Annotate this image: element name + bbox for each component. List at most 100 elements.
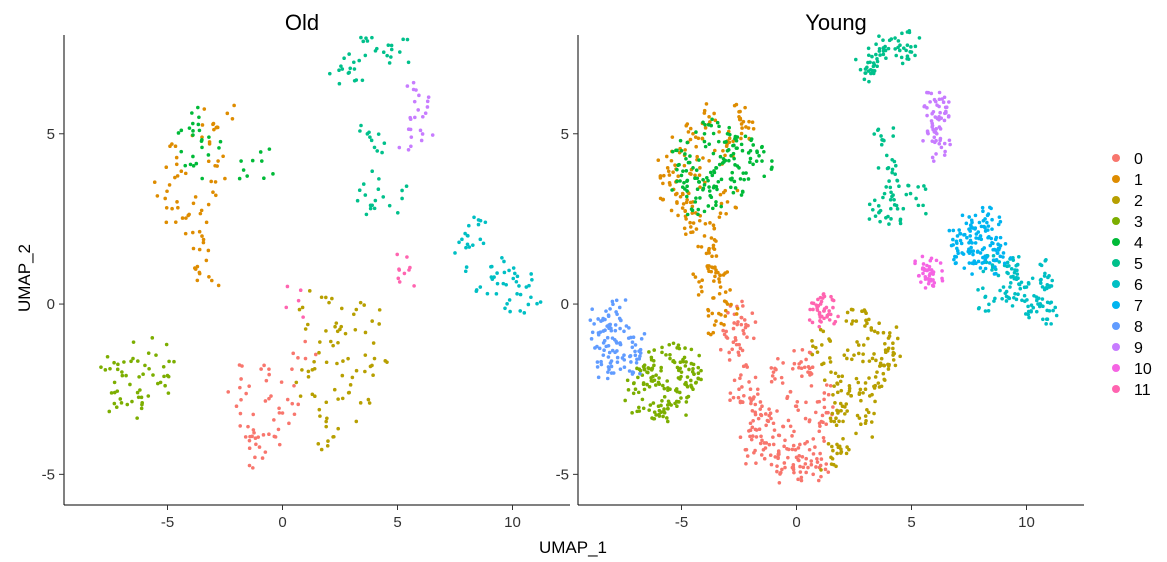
cluster-2-point [310,392,315,397]
cluster-0-point [769,366,774,370]
cluster-2-point [856,380,861,385]
cluster-3-point [697,353,701,358]
cluster-7-point [983,229,988,233]
cluster-2-point [872,384,876,389]
cluster-4-point [191,133,195,137]
y-axis-label: UMAP_2 [15,244,34,312]
cluster-3-point [146,351,151,355]
cluster-4-point [696,207,701,212]
cluster-1-point [713,118,718,123]
cluster-7-point [996,222,1001,227]
cluster-6-point [495,281,500,286]
cluster-4-point [191,154,195,159]
cluster-1-point [699,285,703,289]
cluster-0-point [246,424,250,429]
cluster-3-point [99,365,103,369]
cluster-0-point [782,444,786,449]
y-tick-label: 5 [47,126,55,143]
cluster-1-point [656,158,661,162]
cluster-6-point [518,309,523,313]
cluster-6-point [1011,258,1016,262]
cluster-4-point [271,172,275,176]
points-young [588,29,1059,485]
cluster-10-point [928,258,933,263]
cluster-1-point [735,306,740,311]
cluster-4-point [710,173,715,178]
cluster-3-point [665,379,670,383]
cluster-1-point [163,196,167,201]
cluster-0-point [287,421,291,426]
cluster-8-point [603,328,607,332]
cluster-4-point [685,194,689,199]
cluster-1-point [746,126,751,130]
cluster-5-point [893,163,898,168]
cluster-6-point [1031,305,1036,310]
cluster-3-point [649,357,654,362]
cluster-3-point [675,404,679,409]
cluster-4-point [741,171,746,175]
cluster-5-point [901,206,906,211]
cluster-2-point [334,321,339,325]
cluster-6-point [1049,284,1054,288]
cluster-1-point [207,140,212,144]
cluster-6-point [976,288,980,292]
cluster-2-point [891,358,896,362]
cluster-7-point [978,266,983,270]
cluster-9-point [406,147,411,152]
cluster-8-point [617,305,622,310]
panel-title-old: Old [285,10,319,35]
cluster-5-point [370,169,375,174]
cluster-4-point [258,150,263,154]
cluster-0-point [750,425,755,430]
cluster-5-point [386,43,391,48]
cluster-2-point [358,401,363,405]
cluster-6-point [500,256,504,260]
cluster-5-point [360,78,365,83]
cluster-7-point [968,234,973,238]
cluster-5-point [888,197,893,202]
cluster-4-point [685,140,690,145]
cluster-6-point [489,275,494,279]
cluster-6-point [474,288,479,292]
cluster-0-point [759,453,764,457]
legend-label-5: 5 [1134,256,1143,273]
cluster-0-point [731,340,736,345]
cluster-3-point [696,371,701,375]
cluster-7-point [989,236,994,241]
cluster-6-point [511,276,516,281]
cluster-2-point [814,345,818,350]
cluster-3-point [151,373,155,377]
cluster-2-point [873,375,878,379]
cluster-3-point [641,364,646,369]
cluster-2-point [867,376,871,380]
cluster-0-point [790,366,795,371]
cluster-3-point [652,410,657,414]
cluster-4-point [748,156,753,161]
cluster-0-point [826,470,831,474]
cluster-2-point [312,360,316,364]
cluster-1-point [206,202,211,207]
cluster-9-point [937,90,942,95]
cluster-5-point [870,54,874,59]
cluster-2-point [346,356,350,361]
cluster-0-point [247,463,252,468]
cluster-2-point [372,356,377,361]
cluster-9-point [420,132,425,136]
cluster-0-point [746,323,750,328]
cluster-8-point [638,354,642,358]
cluster-0-point [747,380,751,384]
cluster-5-point [906,183,910,188]
cluster-2-point [319,447,324,452]
cluster-6-point [1050,278,1055,283]
cluster-2-point [830,444,834,449]
cluster-0-point [742,393,746,398]
cluster-8-point [607,350,612,355]
cluster-3-point [140,402,144,407]
cluster-10-point [923,286,928,290]
cluster-9-point [930,155,935,160]
cluster-11-point [408,265,412,270]
cluster-3-point [662,395,667,399]
x-tick-label: 5 [393,514,401,531]
cluster-9-point [425,105,430,109]
cluster-5-point [909,45,913,49]
